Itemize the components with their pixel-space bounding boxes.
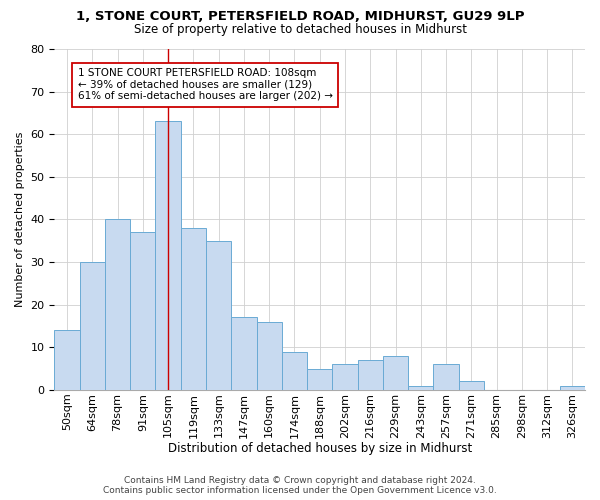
Bar xyxy=(383,356,408,390)
Bar xyxy=(231,318,257,390)
Text: 1, STONE COURT, PETERSFIELD ROAD, MIDHURST, GU29 9LP: 1, STONE COURT, PETERSFIELD ROAD, MIDHUR… xyxy=(76,10,524,23)
Bar xyxy=(307,368,332,390)
Bar xyxy=(282,352,307,390)
Bar xyxy=(257,322,282,390)
Text: Size of property relative to detached houses in Midhurst: Size of property relative to detached ho… xyxy=(133,22,467,36)
Bar xyxy=(80,262,105,390)
Text: 1 STONE COURT PETERSFIELD ROAD: 108sqm
← 39% of detached houses are smaller (129: 1 STONE COURT PETERSFIELD ROAD: 108sqm ←… xyxy=(77,68,332,102)
Bar xyxy=(458,382,484,390)
Bar xyxy=(105,220,130,390)
Bar xyxy=(130,232,155,390)
Bar xyxy=(332,364,358,390)
X-axis label: Distribution of detached houses by size in Midhurst: Distribution of detached houses by size … xyxy=(167,442,472,455)
Bar xyxy=(181,228,206,390)
Bar xyxy=(55,330,80,390)
Bar xyxy=(433,364,458,390)
Y-axis label: Number of detached properties: Number of detached properties xyxy=(15,132,25,307)
Text: Contains HM Land Registry data © Crown copyright and database right 2024.
Contai: Contains HM Land Registry data © Crown c… xyxy=(103,476,497,495)
Bar xyxy=(408,386,433,390)
Bar xyxy=(358,360,383,390)
Bar xyxy=(560,386,585,390)
Bar xyxy=(206,241,231,390)
Bar xyxy=(155,122,181,390)
